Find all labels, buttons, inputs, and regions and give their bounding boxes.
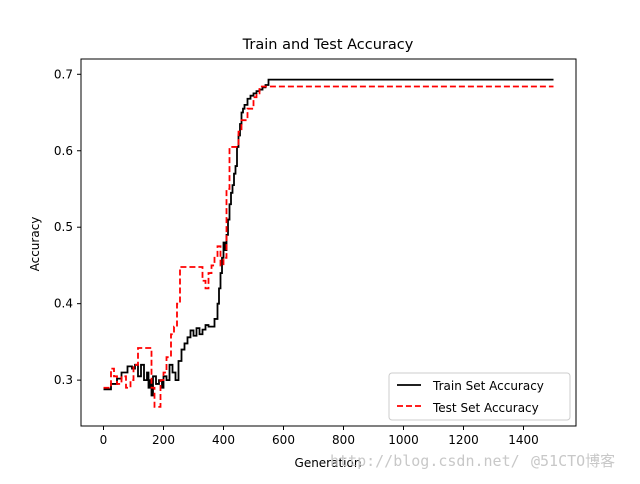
x-tick-label: 1000	[388, 433, 419, 447]
x-tick-label: 0	[100, 433, 108, 447]
x-tick-label: 800	[332, 433, 355, 447]
watermark-tag: @51CTO博客	[531, 452, 615, 470]
y-tick-label: 0.4	[54, 297, 73, 311]
x-tick-label: 1400	[508, 433, 539, 447]
legend-label-test: Test Set Accuracy	[432, 401, 539, 415]
watermark-url: http://blog.csdn.net/	[330, 452, 520, 470]
x-tick-label: 200	[152, 433, 175, 447]
legend: Train Set Accuracy Test Set Accuracy	[388, 372, 571, 421]
x-tick-label: 600	[272, 433, 295, 447]
y-tick-label: 0.5	[54, 220, 73, 234]
watermark: http://blog.csdn.net/ @51CTO博客	[330, 452, 615, 470]
y-tick-label: 0.7	[54, 67, 73, 81]
plot-frame	[80, 58, 577, 427]
chart-title: Train and Test Accuracy	[242, 37, 414, 53]
y-tick-label: 0.3	[54, 373, 73, 387]
x-tick-label: 1200	[448, 433, 479, 447]
x-axis-label: Generation	[295, 456, 362, 470]
series-line-test	[103, 85, 554, 408]
plot-area: 0 200 400 600 800 1000 1200 1400 0.3 0.4 0.5 0.6 0.7	[54, 58, 577, 447]
legend-box	[388, 372, 571, 421]
y-tick-label: 0.6	[54, 144, 73, 158]
legend-label-train: Train Set Accuracy	[432, 379, 544, 393]
y-axis-label: Accuracy	[28, 217, 42, 272]
x-tick-label: 400	[212, 433, 235, 447]
series-line-train	[103, 78, 554, 397]
